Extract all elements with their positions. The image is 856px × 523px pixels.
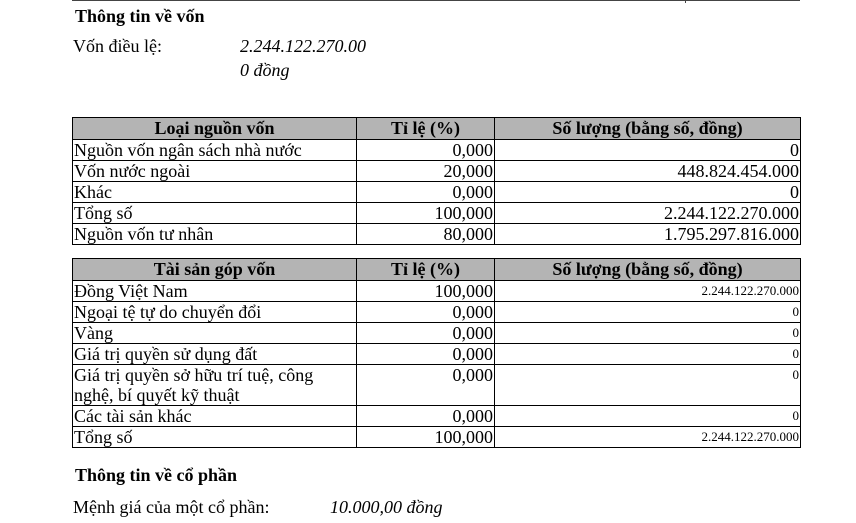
- table-row: Vốn nước ngoài 20,000 448.824.454.000: [72, 160, 801, 182]
- cell-amount: 0: [494, 139, 801, 161]
- cell-name: Vốn nước ngoài: [72, 160, 357, 182]
- cell-name: Đồng Việt Nam: [72, 280, 357, 302]
- table-header: Tài sản góp vốn Tỉ lệ (%) Số lượng (bằng…: [72, 258, 801, 281]
- cell-ratio: 0,000: [356, 139, 495, 161]
- header-amount: Số lượng (bằng số, đồng): [494, 258, 801, 281]
- header-ratio: Tỉ lệ (%): [356, 117, 495, 140]
- cell-name: Tổng số: [72, 426, 357, 448]
- charter-capital-value-cont: 0 đồng: [240, 60, 290, 80]
- capital-heading: Thông tin về vốn: [75, 6, 205, 26]
- header-amount: Số lượng (bằng số, đồng): [494, 117, 801, 140]
- cell-amount: 2.244.122.270.000: [494, 280, 801, 302]
- charter-capital-label: Vốn điều lệ:: [73, 36, 162, 56]
- cell-name: Giá trị quyền sử dụng đất: [72, 343, 357, 365]
- cell-ratio: 100,000: [356, 202, 495, 224]
- header-source-type: Loại nguồn vốn: [72, 117, 357, 140]
- cell-amount: 0: [494, 301, 801, 323]
- table-row: Nguồn vốn ngân sách nhà nước 0,000 0: [72, 139, 801, 161]
- top-divider: [685, 0, 686, 3]
- cell-ratio: 80,000: [356, 223, 495, 245]
- cell-ratio: 100,000: [356, 280, 495, 302]
- par-value: 10.000,00 đồng: [330, 497, 443, 517]
- cell-name: Các tài sản khác: [72, 405, 357, 427]
- cell-amount: 2.244.122.270.000: [494, 426, 801, 448]
- table-row: Giá trị quyền sở hữu trí tuệ, công nghệ,…: [72, 364, 801, 406]
- cell-name: Nguồn vốn ngân sách nhà nước: [72, 139, 357, 161]
- table-row: Tổng số 100,000 2.244.122.270.000: [72, 426, 801, 448]
- header-ratio: Tỉ lệ (%): [356, 258, 495, 281]
- table-row: Nguồn vốn tư nhân 80,000 1.795.297.816.000: [72, 223, 801, 245]
- table-row: Vàng 0,000 0: [72, 322, 801, 344]
- cell-ratio: 0,000: [356, 301, 495, 323]
- cell-amount: 448.824.454.000: [494, 160, 801, 182]
- cell-ratio: 0,000: [356, 343, 495, 365]
- table-row: Các tài sản khác 0,000 0: [72, 405, 801, 427]
- table-row: Đồng Việt Nam 100,000 2.244.122.270.000: [72, 280, 801, 302]
- header-asset-type: Tài sản góp vốn: [72, 258, 357, 281]
- cell-name: Vàng: [72, 322, 357, 344]
- table-row: Khác 0,000 0: [72, 181, 801, 203]
- charter-capital-value: 2.244.122.270.00: [240, 36, 366, 56]
- cell-amount: 0: [494, 343, 801, 365]
- cell-amount: 0: [494, 322, 801, 344]
- cell-name: Tổng số: [72, 202, 357, 224]
- shares-heading: Thông tin về cổ phần: [75, 465, 238, 485]
- table-row: Tổng số 100,000 2.244.122.270.000: [72, 202, 801, 224]
- cell-ratio: 20,000: [356, 160, 495, 182]
- table-row: Ngoại tệ tự do chuyển đổi 0,000 0: [72, 301, 801, 323]
- cell-ratio: 100,000: [356, 426, 495, 448]
- cell-amount: 0: [494, 181, 801, 203]
- cell-name: Khác: [72, 181, 357, 203]
- cell-amount: 0: [494, 364, 801, 406]
- capital-sources-table: Loại nguồn vốn Tỉ lệ (%) Số lượng (bằng …: [72, 117, 801, 245]
- contributed-assets-table: Tài sản góp vốn Tỉ lệ (%) Số lượng (bằng…: [72, 258, 801, 448]
- par-value-label: Mệnh giá của một cổ phần:: [73, 497, 270, 517]
- cell-name: Ngoại tệ tự do chuyển đổi: [72, 301, 357, 323]
- cell-ratio: 0,000: [356, 322, 495, 344]
- cell-name: Giá trị quyền sở hữu trí tuệ, công nghệ,…: [72, 364, 357, 406]
- cell-amount: 0: [494, 405, 801, 427]
- cell-amount: 2.244.122.270.000: [494, 202, 801, 224]
- top-border: [72, 0, 800, 2]
- cell-amount: 1.795.297.816.000: [494, 223, 801, 245]
- cell-ratio: 0,000: [356, 181, 495, 203]
- cell-name: Nguồn vốn tư nhân: [72, 223, 357, 245]
- cell-ratio: 0,000: [356, 405, 495, 427]
- table-header: Loại nguồn vốn Tỉ lệ (%) Số lượng (bằng …: [72, 117, 801, 140]
- cell-ratio: 0,000: [356, 364, 495, 406]
- table-row: Giá trị quyền sử dụng đất 0,000 0: [72, 343, 801, 365]
